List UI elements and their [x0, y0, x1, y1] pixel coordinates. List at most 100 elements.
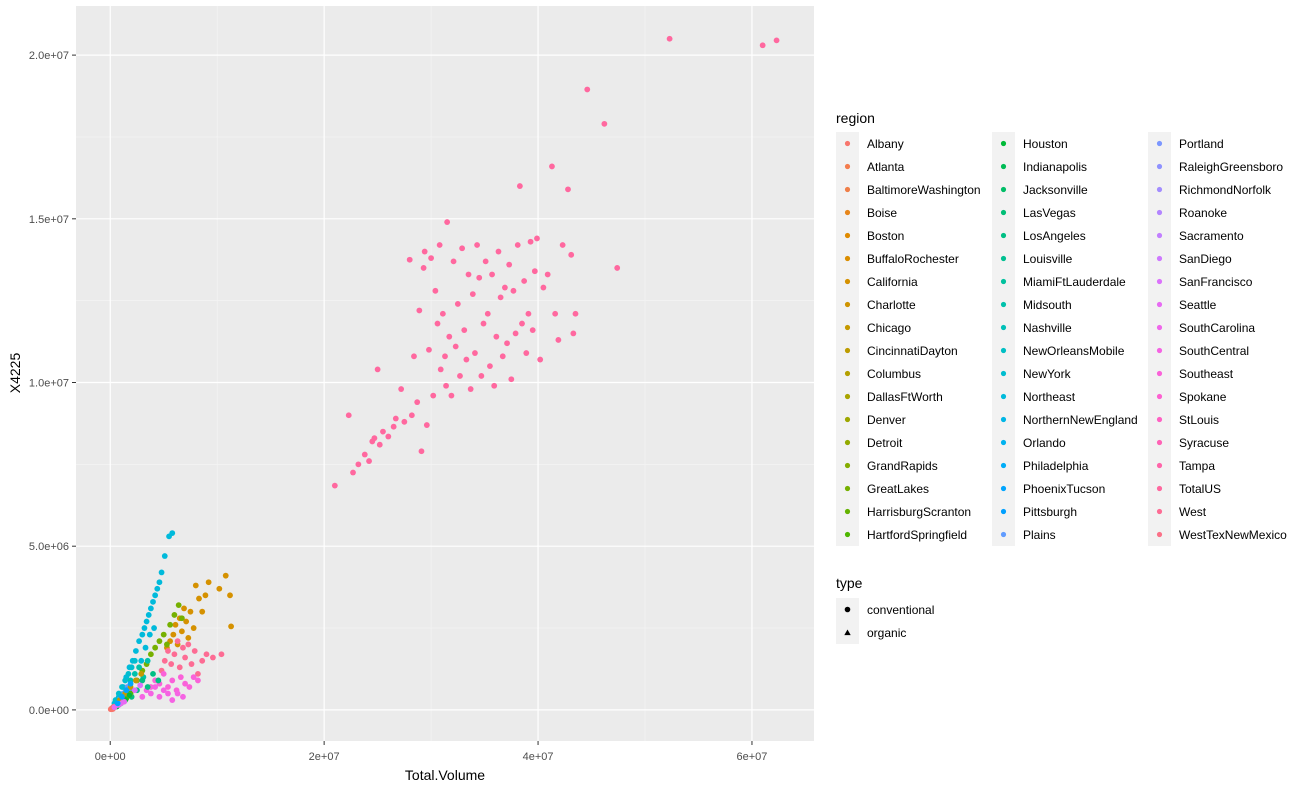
legend-label: Southeast [1179, 367, 1234, 381]
legend-label: Detroit [867, 436, 903, 450]
data-point [123, 687, 130, 694]
legend-swatch [1156, 393, 1163, 400]
data-point [361, 451, 368, 458]
data-point [145, 612, 152, 618]
data-point [476, 274, 483, 281]
data-point [186, 684, 193, 690]
data-point [138, 670, 145, 677]
legend-swatch [1000, 508, 1007, 515]
data-point [418, 448, 425, 455]
data-point [126, 692, 133, 699]
data-point [540, 284, 547, 291]
type-legend-title: type [836, 575, 863, 591]
legend-label: Boston [867, 229, 904, 243]
legend-label: TotalUS [1179, 482, 1221, 496]
data-point [171, 612, 178, 618]
data-point [176, 664, 183, 671]
data-point [195, 677, 201, 684]
data-point [443, 382, 449, 389]
data-point [143, 618, 150, 625]
legend-swatch [1156, 232, 1163, 239]
data-point [160, 687, 167, 694]
legend-swatch [1000, 416, 1007, 423]
data-point [534, 235, 540, 242]
legend-label: SouthCentral [1179, 344, 1249, 358]
legend-label: Albany [867, 137, 904, 151]
legend-swatch [844, 508, 851, 515]
legend-swatch [1156, 531, 1163, 538]
x-axis-ticks: 0e+00 2e+07 4e+07 6e+07 [95, 741, 767, 763]
data-point [139, 631, 146, 638]
data-point [523, 350, 530, 356]
data-point [164, 641, 170, 648]
data-point [493, 333, 500, 340]
legend-label: conventional [867, 603, 934, 617]
data-point [506, 261, 513, 268]
data-point [421, 248, 428, 255]
data-point [180, 644, 186, 651]
data-point [390, 423, 397, 430]
data-point [461, 327, 468, 334]
data-point [406, 256, 413, 263]
legend-swatch [844, 163, 851, 170]
data-point [182, 654, 188, 661]
legend-label: CincinnatiDayton [867, 344, 958, 358]
data-point [439, 310, 446, 317]
legend-label: RichmondNorfolk [1179, 183, 1272, 197]
legend-swatch [1000, 370, 1007, 377]
data-point [516, 183, 523, 189]
data-point [430, 392, 437, 399]
data-point [432, 287, 439, 294]
data-point [199, 608, 206, 615]
legend-swatch [1156, 439, 1163, 446]
major-gridlines [76, 6, 814, 741]
data-point [187, 608, 194, 615]
legend-label: WestTexNewMexico [1179, 528, 1287, 542]
data-point [136, 638, 143, 645]
legend-label: HartfordSpringfield [867, 528, 967, 542]
data-point [199, 657, 206, 664]
data-point [469, 291, 476, 298]
legend-swatch [844, 416, 851, 423]
data-point [178, 615, 185, 622]
data-point [125, 670, 132, 677]
data-point [434, 320, 441, 327]
legend-swatch [1000, 278, 1007, 285]
legend-label: SouthCarolina [1179, 321, 1255, 335]
y-tick-label: 0.0e+00 [29, 705, 69, 717]
legend-label: Seattle [1179, 298, 1217, 312]
data-point [174, 638, 181, 645]
data-point [666, 35, 673, 42]
legend-swatch [844, 606, 851, 613]
legend-label: Louisville [1023, 252, 1073, 266]
data-point [484, 310, 491, 317]
legend-label: Orlando [1023, 436, 1066, 450]
data-point [182, 680, 188, 687]
legend-label: Tampa [1179, 459, 1215, 473]
legend-swatch [1156, 186, 1163, 193]
data-point [181, 605, 187, 612]
legend-label: Atlanta [867, 160, 905, 174]
legend-swatch [1156, 416, 1163, 423]
data-point [192, 582, 199, 589]
data-point [474, 242, 480, 248]
data-point [169, 677, 176, 684]
y-tick-label: 2.0e+07 [29, 50, 69, 62]
data-point [138, 657, 145, 664]
legend-label: PhoenixTucson [1023, 482, 1105, 496]
legend-swatch [1000, 140, 1007, 147]
legend-label: Portland [1179, 137, 1224, 151]
data-point [172, 621, 179, 628]
legend-swatch [1156, 278, 1163, 285]
data-point [501, 284, 508, 291]
legend-swatch [844, 629, 851, 636]
data-point [514, 242, 521, 248]
legend-swatch [844, 278, 851, 285]
data-point [156, 638, 163, 645]
data-point [152, 592, 159, 599]
data-point [131, 657, 138, 664]
data-point [152, 644, 159, 651]
data-point [160, 670, 167, 677]
data-point [161, 553, 168, 559]
